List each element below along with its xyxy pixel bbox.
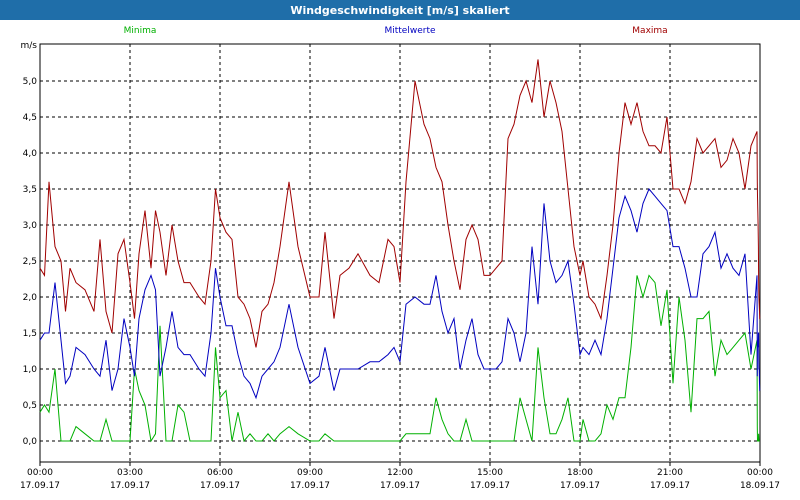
- y-tick-label: 4,0: [23, 149, 38, 159]
- series-line-maxima: [39, 59, 761, 348]
- x-tick-date: 17.09.17: [20, 481, 60, 491]
- y-tick-label: 4,5: [23, 113, 37, 123]
- y-tick-label: 2,0: [23, 293, 38, 303]
- wind-speed-chart: 0,0 0,5 1,0 1,5 2,0 2,5 3,0 3,5 4,0 4,5 5,0 m/s 00:0…: [20, 26, 780, 491]
- series-line-mittelwerte: [39, 188, 761, 400]
- x-tick-time: 09:00: [297, 468, 323, 478]
- x-tick-time: 03:00: [117, 468, 143, 478]
- y-tick-label: 1,5: [23, 329, 37, 339]
- y-tick-label: 5,0: [23, 77, 38, 87]
- y-tick-label: 0,0: [23, 437, 38, 447]
- x-tick-date: 17.09.17: [560, 481, 600, 491]
- x-tick-date: 17.09.17: [380, 481, 420, 491]
- x-tick-time: 00:00: [747, 468, 773, 478]
- y-axis-label: m/s: [21, 41, 38, 51]
- chart-title: Windgeschwindigkeit [m/s] skaliert: [0, 0, 800, 20]
- x-tick-time: 18:00: [567, 468, 593, 478]
- series-layer: [39, 59, 761, 443]
- y-tick-label: 1,0: [23, 365, 38, 375]
- x-tick-date: 17.09.17: [470, 481, 510, 491]
- x-tick-time: 00:00: [27, 468, 53, 478]
- legend-entry-minima: Minima: [124, 26, 157, 36]
- grid-lines: [40, 44, 760, 462]
- y-tick-label: 0,5: [23, 401, 37, 411]
- legend-entry-mittelwerte: Mittelwerte: [384, 26, 435, 36]
- y-tick-label: 2,5: [23, 257, 37, 267]
- x-tick-date: 17.09.17: [110, 481, 150, 491]
- y-tick-label: 3,5: [23, 185, 37, 195]
- axes: 0,0 0,5 1,0 1,5 2,0 2,5 3,0 3,5 4,0 4,5 5,0 m/s 00:0…: [20, 41, 780, 491]
- x-tick-date: 17.09.17: [650, 481, 690, 491]
- x-tick-time: 12:00: [387, 468, 413, 478]
- legend: Minima Mittelwerte Maxima: [124, 26, 668, 36]
- legend-entry-maxima: Maxima: [632, 26, 667, 36]
- x-tick-time: 15:00: [477, 468, 503, 478]
- x-tick-date: 18.09.17: [740, 481, 780, 491]
- series-line-minima: [39, 274, 760, 443]
- y-tick-label: 3,0: [23, 221, 38, 231]
- x-tick-date: 17.09.17: [290, 481, 330, 491]
- x-tick-time: 06:00: [207, 468, 233, 478]
- x-tick-date: 17.09.17: [200, 481, 240, 491]
- x-tick-time: 21:00: [657, 468, 683, 478]
